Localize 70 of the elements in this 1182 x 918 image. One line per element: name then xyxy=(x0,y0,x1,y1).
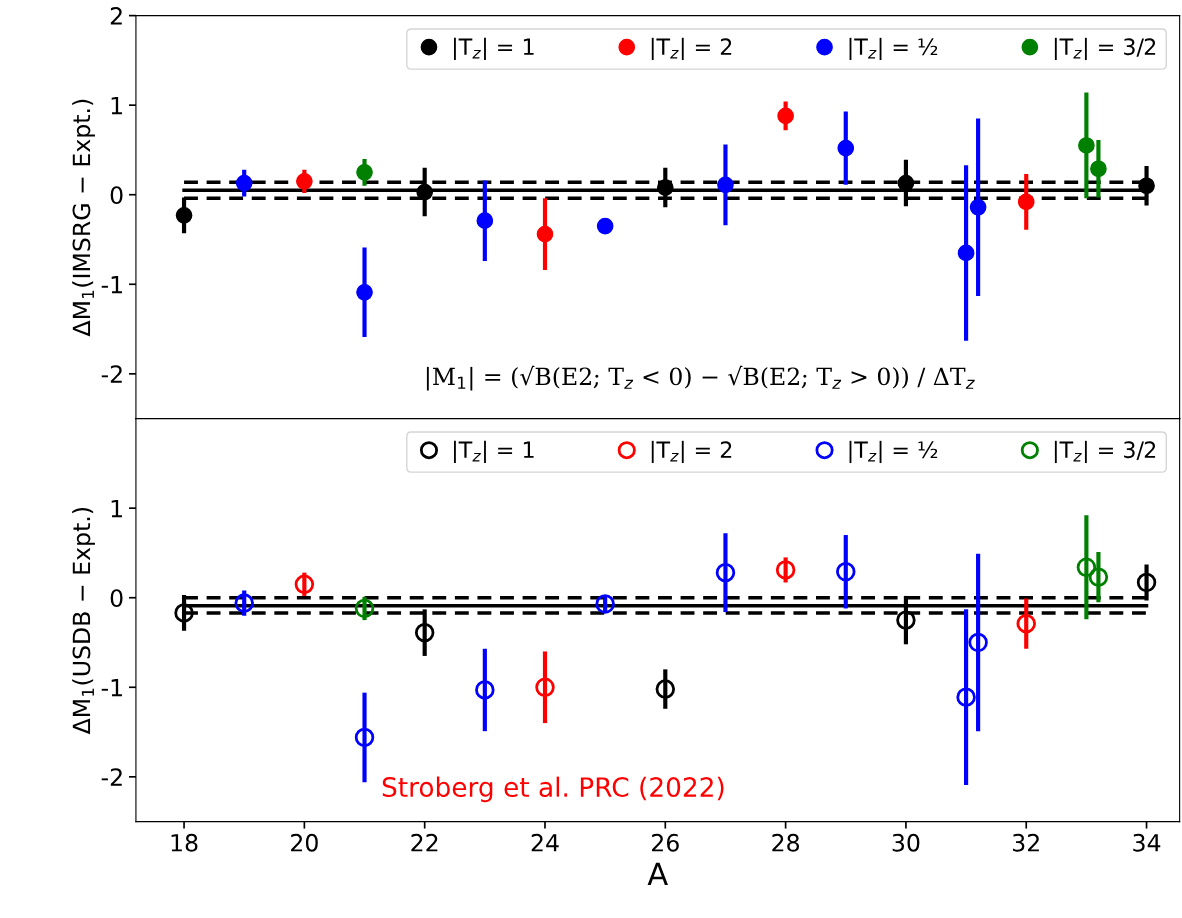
x-tick-label: 34 xyxy=(1133,833,1161,852)
x-tick-label: 24 xyxy=(531,833,559,852)
y-tick-label: 0 xyxy=(110,186,123,205)
y-tick-label: -2 xyxy=(101,365,122,383)
y-axis-title: ΔM$_{1}$(IMSRG − Expt.) xyxy=(72,99,95,337)
x-tick-label: 28 xyxy=(772,833,800,852)
point xyxy=(956,687,976,707)
x-tick-label: 20 xyxy=(291,833,318,852)
y-tick-label: -1 xyxy=(101,679,122,697)
point xyxy=(969,198,987,216)
point xyxy=(234,593,254,613)
y-tick-label: 2 xyxy=(110,7,122,25)
point xyxy=(354,598,375,619)
point xyxy=(475,680,495,700)
point xyxy=(957,244,975,262)
legend-label: |T$_{z}$| = 1 xyxy=(454,37,534,61)
y-tick-label: -2 xyxy=(101,768,122,786)
point xyxy=(1136,572,1157,593)
y-tick-label: 1 xyxy=(111,499,122,518)
point xyxy=(836,562,856,582)
x-tick-label: 30 xyxy=(892,833,920,852)
y-axis-title: ΔM$_{1}$(USDB − Expt.) xyxy=(72,508,95,735)
point xyxy=(356,284,373,301)
legend-label: |T$_{z}$| = 2 xyxy=(651,37,732,61)
point xyxy=(1090,160,1107,178)
point xyxy=(1078,137,1095,154)
point xyxy=(715,562,736,583)
point xyxy=(1016,613,1036,634)
point xyxy=(775,560,796,580)
x-tick-label: 18 xyxy=(171,833,198,852)
point xyxy=(655,679,676,699)
point xyxy=(296,172,313,190)
point xyxy=(354,727,375,748)
y-tick-label: 1 xyxy=(111,96,122,115)
y-tick-label: -1 xyxy=(101,276,122,294)
point xyxy=(174,603,194,623)
x-tick-label: 26 xyxy=(652,833,679,852)
point xyxy=(294,574,315,595)
x-axis-title: A xyxy=(647,862,668,886)
x-tick-label: 22 xyxy=(411,833,438,852)
point xyxy=(656,179,674,196)
point xyxy=(235,174,253,192)
legend-label: |T$_{z}$| = ½ xyxy=(849,440,938,464)
point xyxy=(968,632,988,653)
point xyxy=(1088,567,1109,587)
point xyxy=(596,217,614,235)
point xyxy=(416,183,434,201)
legend-label: |T$_{z}$| = 3/2 xyxy=(1054,440,1156,464)
point xyxy=(414,622,435,643)
point xyxy=(595,594,615,614)
point xyxy=(1138,177,1155,195)
point xyxy=(1076,557,1097,577)
legend-label: |T$_{z}$| = 2 xyxy=(651,440,732,464)
point xyxy=(717,176,734,194)
point xyxy=(1017,193,1035,211)
legend-label: |T$_{z}$| = 3/2 xyxy=(1054,37,1156,61)
point xyxy=(896,610,916,630)
annotation: Stroberg et al. PRC (2022) xyxy=(382,776,724,803)
annotation: |M$_{1}$| = (√B(E2; T$_{z}$ < 0) − √B(E2; T$_{z}$ > 0)) / ΔT$_{z}$ xyxy=(426,365,975,391)
point xyxy=(175,206,193,224)
point xyxy=(356,163,373,181)
point xyxy=(837,139,855,157)
legend-label: |T$_{z}$| = 1 xyxy=(454,440,534,464)
point xyxy=(476,212,494,230)
x-tick-label: 32 xyxy=(1013,833,1039,852)
y-tick-label: 0 xyxy=(110,589,123,608)
point xyxy=(535,677,555,697)
legend-label: |T$_{z}$| = ½ xyxy=(849,37,938,61)
point xyxy=(777,107,794,125)
point xyxy=(536,225,554,243)
